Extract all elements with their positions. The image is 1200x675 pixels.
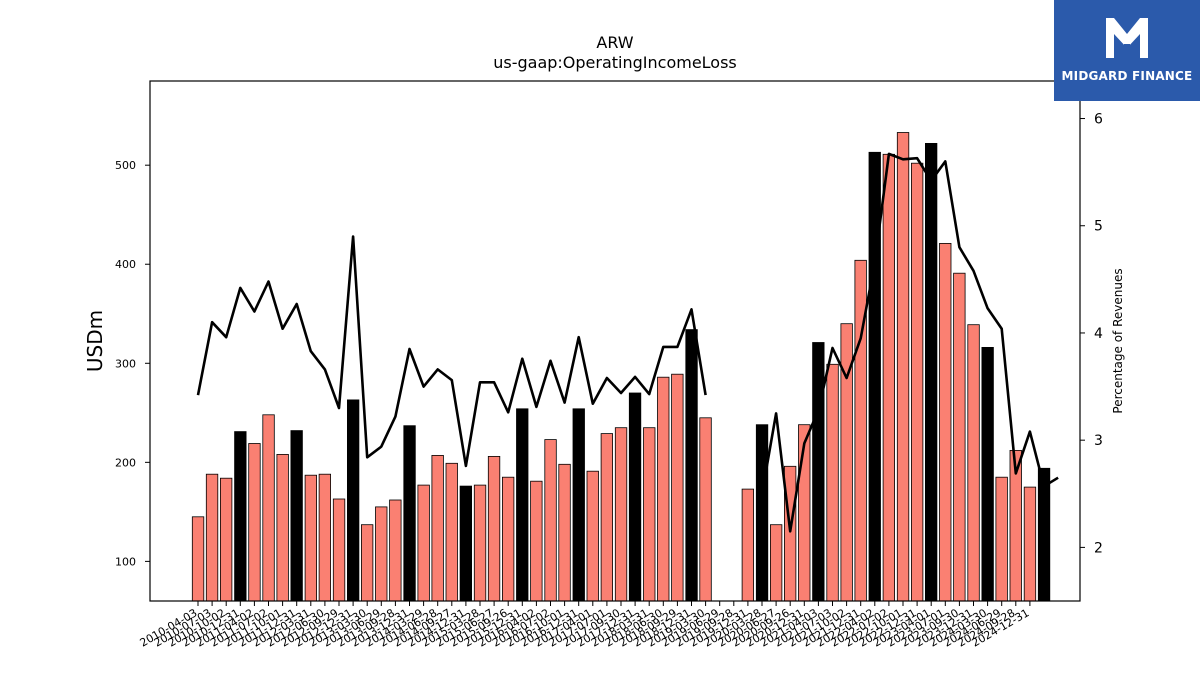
bar [770, 524, 783, 602]
bar [755, 424, 769, 602]
y-axis-right: 2 3 4 5 6 [1080, 112, 1103, 556]
x-axis: 2010-04-032010-07-032010-10-022010-12-31… [138, 601, 1031, 650]
bar [205, 473, 219, 602]
plot-frame [149, 80, 1081, 602]
bar [403, 425, 416, 602]
chart-title: ARW [596, 33, 633, 52]
bar [219, 477, 233, 602]
bar [290, 430, 303, 602]
bar [812, 342, 825, 602]
bar [586, 470, 599, 602]
bar [1023, 486, 1037, 602]
bar [516, 408, 529, 602]
bar [248, 443, 261, 602]
bar [911, 162, 924, 602]
bar [360, 524, 374, 602]
bar [234, 431, 247, 602]
bar [375, 506, 388, 602]
y-tick-label: 300 [115, 357, 136, 370]
y-tick-label: 400 [115, 258, 136, 271]
bar [445, 462, 458, 602]
y-axis-label: USDm [83, 310, 107, 372]
bar [530, 480, 543, 602]
bar [346, 399, 360, 602]
bar [896, 132, 910, 602]
y2-tick-label: 6 [1094, 112, 1103, 128]
bar [501, 476, 515, 602]
bar [487, 455, 501, 602]
y2-tick-label: 3 [1094, 433, 1103, 449]
ratio-line [760, 152, 1059, 533]
bar [657, 376, 670, 602]
bar [939, 242, 952, 602]
y-axis-left: 100 200 300 400 500 [115, 159, 150, 568]
bar [995, 476, 1008, 602]
bar [572, 408, 585, 602]
bar [417, 484, 430, 602]
bar [262, 414, 275, 602]
bar [882, 153, 895, 602]
chart-subtitle: us-gaap:OperatingIncomeLoss [493, 53, 737, 72]
bar [671, 373, 684, 602]
bar [459, 485, 473, 602]
y2-tick-label: 2 [1094, 540, 1103, 556]
bar [614, 427, 628, 602]
bar [558, 463, 571, 602]
logo-mark-icon [1106, 18, 1148, 58]
y2-tick-label: 5 [1094, 219, 1103, 235]
bar-series [191, 132, 1051, 602]
bar [925, 142, 938, 602]
bar [967, 324, 980, 602]
bar [741, 488, 754, 602]
bar [304, 474, 318, 602]
bar [276, 453, 289, 602]
y-tick-label: 100 [115, 555, 136, 568]
bar [643, 427, 656, 602]
y-tick-label: 200 [115, 456, 136, 469]
bar [544, 439, 557, 602]
bar [332, 498, 346, 602]
bar [981, 346, 994, 602]
bar [699, 417, 712, 602]
y2-tick-label: 4 [1094, 326, 1103, 342]
bar [826, 363, 839, 602]
bar [868, 151, 881, 602]
bar [389, 499, 402, 602]
bar [628, 392, 642, 602]
brand-logo: MIDGARD FINANCE [1054, 0, 1200, 101]
bar [1037, 467, 1051, 602]
line-series [196, 152, 1059, 533]
bar [431, 454, 444, 602]
bar [953, 272, 966, 602]
logo-text: MIDGARD FINANCE [1061, 69, 1193, 83]
bar [318, 473, 332, 602]
bar [685, 329, 698, 602]
bar [473, 484, 487, 602]
y2-axis-label: Percentage of Revenues [1111, 268, 1125, 413]
bar [600, 433, 613, 602]
y-tick-label: 500 [115, 159, 136, 172]
ratio-line [196, 235, 707, 468]
bar [191, 516, 205, 602]
